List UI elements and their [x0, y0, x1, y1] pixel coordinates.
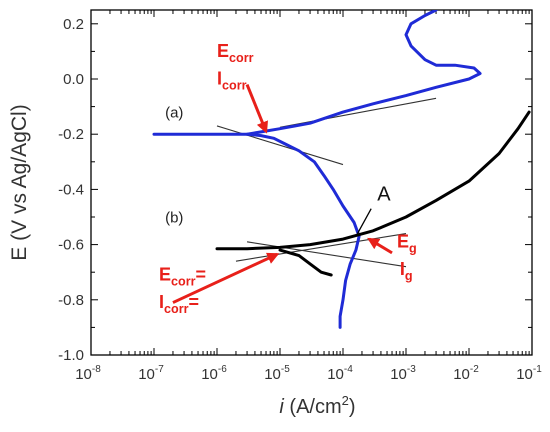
ig-label-main: I	[400, 259, 405, 279]
ig-label: Ig	[400, 259, 413, 283]
y-tick-label: 0.0	[63, 71, 84, 88]
x-tick-label: 10-7	[138, 364, 164, 383]
x-axis-label-unit: (A/cm	[284, 396, 342, 418]
x-axis-label-symbol: i	[279, 396, 284, 418]
icorr-a-label: Icorr	[217, 69, 247, 93]
x-axis-label: i (A/cm2)	[279, 393, 355, 418]
x-tick-exponent: -3	[407, 364, 416, 375]
x-axis-label-close: )	[349, 396, 356, 418]
series-label: (a)	[165, 105, 183, 122]
icorr-b-label-subscript: corr	[164, 302, 189, 316]
x-tick-label: 10-3	[390, 364, 416, 383]
ecorr-a-label-subscript: corr	[229, 51, 254, 65]
x-axis-label-exponent: 2	[342, 393, 349, 408]
x-tick-label: 10-5	[264, 364, 290, 383]
point-a-leader-line	[356, 208, 372, 234]
x-tick-label: 10-2	[453, 364, 479, 383]
eg-label: Eg	[397, 231, 417, 255]
icorr-b-label: Icorr=	[159, 292, 199, 316]
eg-label-main: E	[397, 231, 409, 251]
x-tick-base: 10	[327, 366, 344, 383]
series-line-b	[215, 110, 531, 251]
y-axis-label: E (V vs Ag/AgCl)	[8, 104, 31, 260]
x-tick-base: 10	[516, 366, 533, 383]
point-a-label: A	[377, 183, 391, 205]
ecorr-b-label-equals: =	[196, 264, 207, 284]
x-tick-base: 10	[138, 366, 155, 383]
ecorr-b-label-main: E	[159, 264, 171, 284]
x-tick-exponent: -6	[218, 364, 227, 375]
series-line-b-cathodic	[278, 248, 333, 277]
y-tick-label: -0.4	[58, 181, 84, 198]
ecorr-b-label: Ecorr=	[159, 264, 206, 288]
x-tick-base: 10	[264, 366, 281, 383]
x-tick-label: 10-8	[75, 364, 101, 383]
icorr-a-label-main: I	[217, 69, 222, 89]
series-line-a-anodic	[245, 10, 482, 136]
ecorr-a-label-main: E	[217, 41, 229, 61]
x-tick-exponent: -2	[470, 364, 479, 375]
ecorr-a-label: Ecorr	[217, 41, 254, 65]
x-tick-base: 10	[453, 366, 470, 383]
x-tick-exponent: -7	[155, 364, 164, 375]
red-annotation-arrow	[367, 237, 393, 255]
ecorr-b-label-subscript: corr	[171, 274, 196, 288]
icorr-b-label-main: I	[159, 292, 164, 312]
x-tick-base: 10	[390, 366, 407, 383]
red-annotation-arrow	[172, 252, 280, 304]
tafel-tangent-line	[246, 241, 407, 268]
icorr-a-label-subscript: corr	[222, 79, 247, 93]
x-tick-base: 10	[75, 366, 92, 383]
y-tick-label: -0.8	[58, 292, 84, 309]
x-tick-exponent: -5	[281, 364, 290, 375]
plot-frame	[90, 9, 533, 356]
ig-label-subscript: g	[405, 269, 413, 283]
x-tick-exponent: -8	[92, 364, 101, 375]
y-tick-label: -0.6	[58, 237, 84, 254]
x-tick-label: 10-4	[327, 364, 353, 383]
eg-label-subscript: g	[409, 241, 417, 255]
y-tick-label: -1.0	[58, 347, 84, 364]
x-tick-base: 10	[201, 366, 218, 383]
y-tick-label: 0.2	[63, 16, 84, 33]
x-tick-exponent: -4	[344, 364, 353, 375]
x-tick-label: 10-1	[516, 364, 542, 383]
series-label: (b)	[165, 210, 183, 227]
red-annotation-arrow	[245, 83, 268, 134]
x-tick-exponent: -1	[533, 364, 542, 375]
icorr-b-label-equals: =	[189, 292, 200, 312]
x-tick-label: 10-6	[201, 364, 227, 383]
y-tick-label: -0.2	[58, 126, 84, 143]
tafel-tangent-line	[216, 125, 344, 166]
plot-area	[152, 10, 531, 329]
